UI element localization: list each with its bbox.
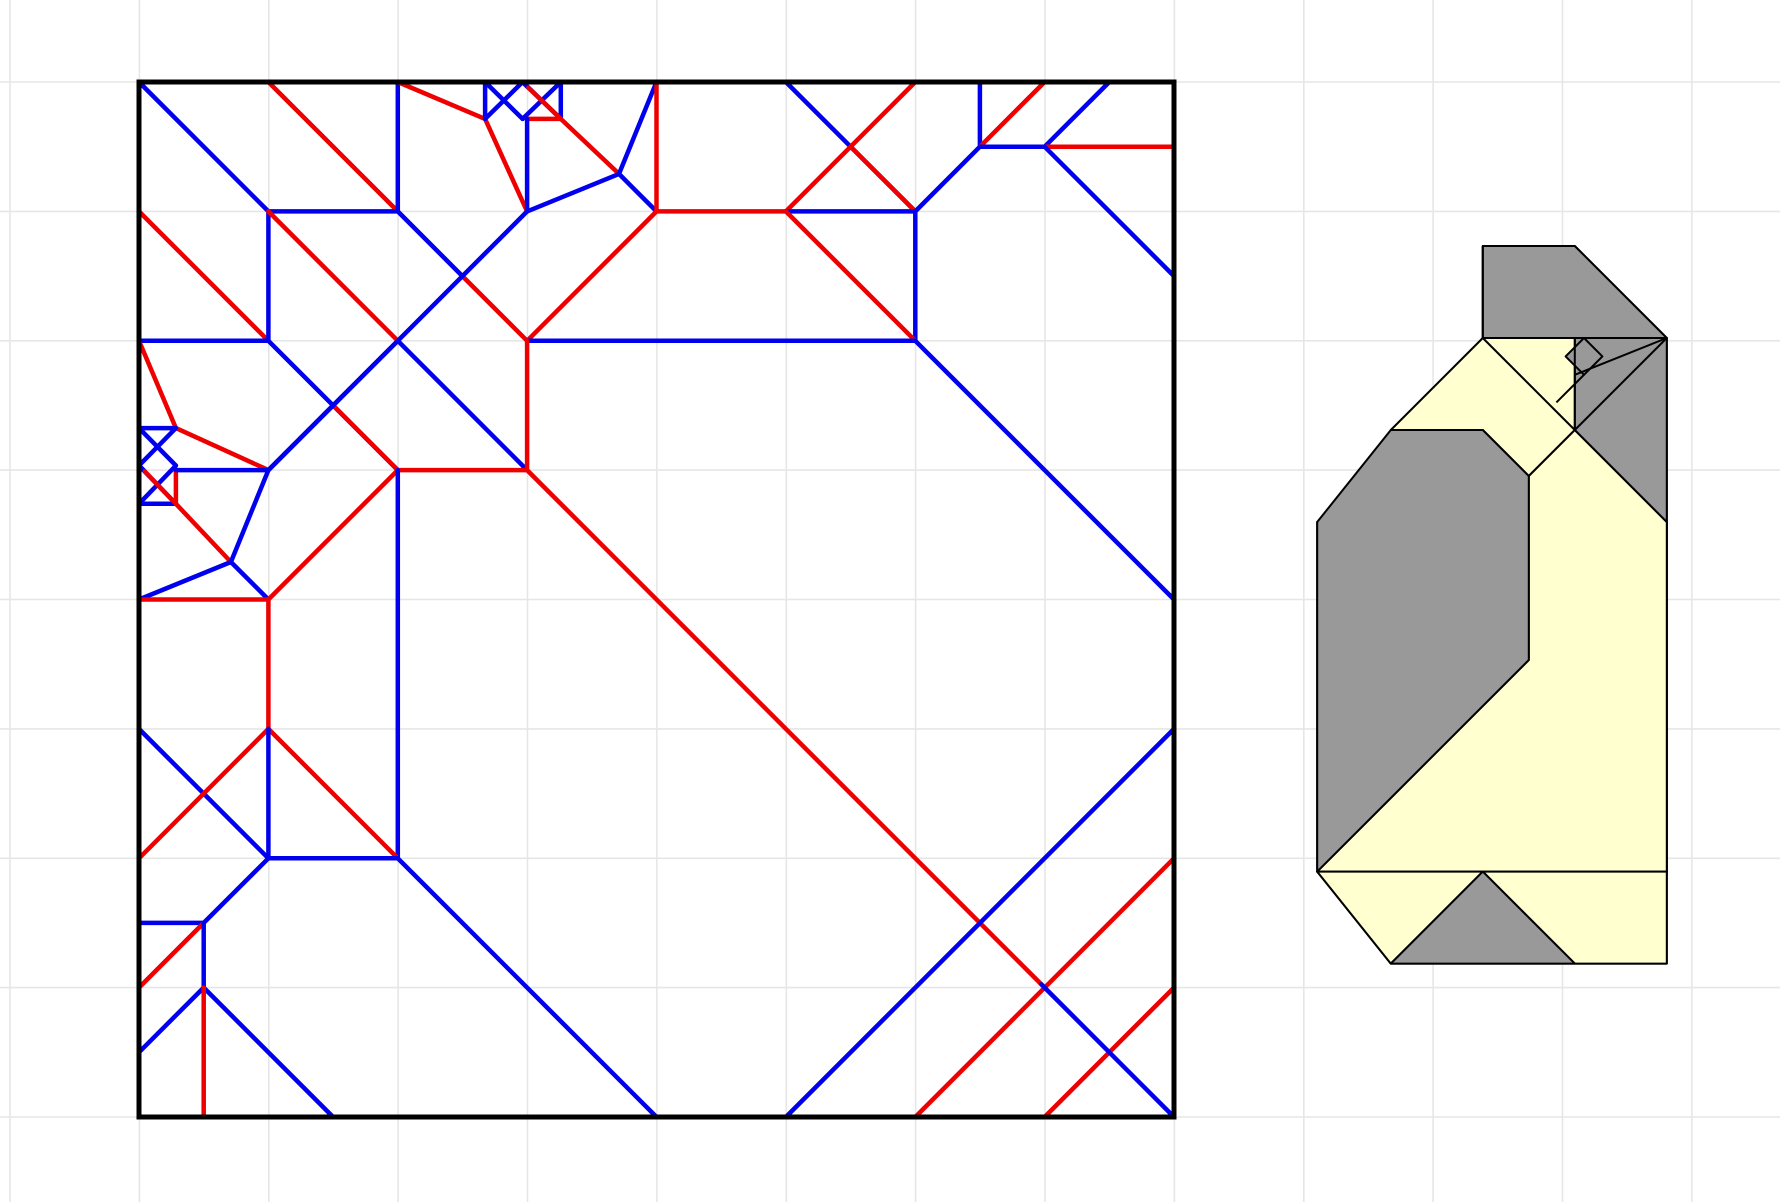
mountain-crease [330, 403, 401, 473]
valley-crease [201, 856, 271, 926]
paper-back-region [1316, 429, 1530, 873]
mountain-crease [136, 209, 271, 344]
valley-crease [616, 79, 659, 177]
valley-crease [395, 338, 530, 473]
valley-crease [136, 985, 206, 1055]
mountain-crease [142, 469, 179, 507]
crease-lines [136, 79, 1177, 1120]
mountain-crease [136, 726, 271, 861]
mountain-crease [524, 209, 659, 344]
valley-crease [228, 467, 271, 565]
mountain-crease [526, 85, 564, 122]
valley-crease [266, 338, 401, 473]
paper-back-region [1481, 245, 1668, 339]
mountain-crease [266, 726, 401, 861]
mountain-crease [266, 79, 401, 214]
mountain-crease [266, 209, 401, 344]
valley-crease [482, 79, 525, 122]
valley-crease [1042, 144, 1177, 279]
mountain-crease [783, 209, 918, 344]
crease-pattern [136, 79, 1177, 1120]
valley-crease [1039, 982, 1177, 1120]
valley-crease [783, 726, 1177, 1120]
valley-crease [201, 985, 336, 1120]
mountain-crease [266, 467, 401, 602]
mountain-crease [136, 338, 179, 431]
mountain-crease [136, 920, 206, 990]
valley-crease [136, 559, 234, 602]
folded-edge-line [1555, 374, 1585, 404]
valley-crease [913, 338, 1177, 602]
valley-crease [395, 209, 465, 279]
valley-crease [913, 144, 983, 214]
mountain-crease [848, 144, 918, 214]
paper-back-region [1389, 870, 1576, 965]
mountain-crease [558, 116, 622, 177]
valley-crease [395, 856, 659, 1120]
valley-crease [395, 209, 530, 344]
valley-crease [136, 79, 271, 214]
mountain-crease [173, 501, 234, 565]
mountain-crease [395, 79, 488, 122]
folded-model [1316, 245, 1668, 965]
mountain-crease [460, 273, 530, 344]
mountain-crease [482, 116, 530, 214]
mountain-crease [524, 467, 1044, 987]
valley-crease [1042, 79, 1112, 149]
paper-square-border [136, 79, 1177, 1120]
folded-edge-line [1482, 337, 1576, 431]
valley-crease [136, 425, 179, 468]
valley-crease [616, 171, 659, 214]
folded-edge-line [1574, 337, 1668, 431]
mountain-crease [977, 79, 1047, 149]
folded-edge-line [1574, 337, 1668, 376]
valley-crease [228, 559, 271, 602]
valley-crease [524, 171, 622, 214]
mountain-crease [173, 425, 271, 473]
